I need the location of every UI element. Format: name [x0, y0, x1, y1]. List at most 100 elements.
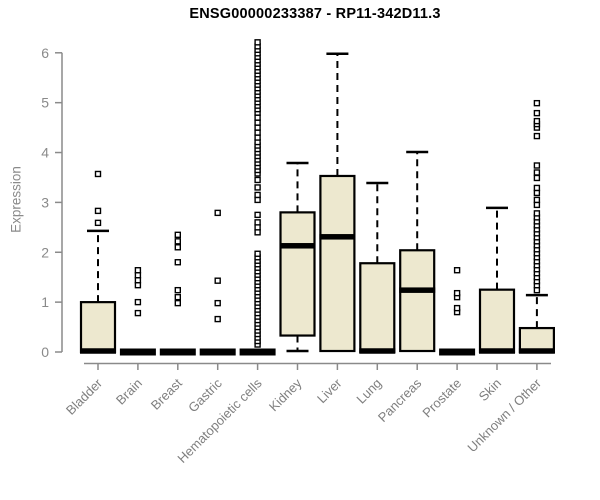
- iqr-box: [279, 211, 316, 337]
- outlier-point: [533, 286, 541, 294]
- x-label-liver: Liver: [314, 375, 345, 406]
- outlier-point: [174, 238, 182, 245]
- outlier-point: [254, 124, 261, 131]
- outlier-point: [254, 184, 261, 191]
- median-line: [399, 287, 436, 293]
- y-tick-label-0: 0: [41, 344, 49, 360]
- y-tick-label-4: 4: [41, 145, 49, 161]
- collapsed-box: [119, 348, 156, 356]
- outlier-point: [533, 184, 541, 192]
- outlier-point: [134, 298, 142, 306]
- chart-title: ENSG00000233387 - RP11-342D11.3: [189, 6, 441, 22]
- outlier-point: [94, 219, 102, 227]
- outlier-point: [174, 231, 182, 239]
- box-bladder: [79, 170, 117, 354]
- box-skin: [478, 206, 516, 354]
- outlier-point: [533, 99, 541, 107]
- x-label-breast: Breast: [148, 375, 185, 412]
- outlier-point: [533, 162, 541, 169]
- outlier-point: [214, 209, 221, 217]
- collapsed-box: [199, 348, 236, 356]
- median-line: [518, 348, 555, 354]
- outlier-point: [254, 114, 261, 121]
- outlier-point: [254, 129, 261, 136]
- outlier-point: [214, 277, 221, 284]
- x-label-brain: Brain: [113, 376, 145, 408]
- outlier-point: [94, 207, 102, 215]
- outlier-point: [533, 189, 541, 197]
- x-label-kidney: Kidney: [266, 375, 305, 414]
- outlier-point: [254, 219, 261, 226]
- outlier-point: [254, 119, 261, 126]
- outlier-point: [174, 259, 182, 266]
- outlier-point: [533, 169, 541, 176]
- x-label-prostate: Prostate: [419, 376, 464, 421]
- outlier-point: [174, 293, 182, 301]
- x-label-pancreas: Pancreas: [375, 375, 425, 425]
- outlier-point: [533, 210, 541, 217]
- median-line: [359, 348, 396, 354]
- iqr-box: [399, 249, 436, 353]
- outlier-point: [254, 224, 261, 231]
- y-tick-label-5: 5: [41, 95, 49, 111]
- outlier-point: [254, 250, 261, 257]
- box-liver: [319, 52, 356, 353]
- outlier-point: [453, 304, 461, 312]
- outlier-point: [453, 267, 461, 274]
- y-tick-label-6: 6: [41, 45, 49, 61]
- outlier-point: [453, 289, 461, 297]
- collapsed-box: [439, 348, 476, 356]
- iqr-box: [478, 288, 516, 354]
- outlier-point: [134, 281, 142, 289]
- y-tick-label-3: 3: [41, 194, 49, 210]
- x-label-bladder: Bladder: [63, 375, 106, 418]
- outlier-point: [533, 109, 541, 117]
- collapsed-box: [239, 348, 276, 356]
- box-prostate: [439, 267, 476, 356]
- median-line: [479, 348, 515, 354]
- x-label-unknown-other: Unknown / Other: [464, 375, 544, 455]
- collapsed-box: [159, 348, 196, 356]
- outlier-point: [134, 309, 142, 317]
- iqr-box: [319, 174, 356, 353]
- iqr-box: [359, 262, 396, 354]
- outlier-point: [174, 299, 182, 307]
- outlier-point: [254, 191, 261, 199]
- outlier-point: [254, 134, 261, 141]
- outlier-point: [134, 276, 142, 284]
- outlier-point: [533, 174, 541, 182]
- median-line: [80, 348, 116, 354]
- outlier-point: [254, 211, 261, 219]
- outlier-point: [533, 117, 541, 125]
- median-line: [319, 234, 356, 240]
- median-line: [279, 243, 316, 249]
- y-tick-label-2: 2: [41, 244, 49, 260]
- box-unknown-other: [518, 99, 556, 354]
- outlier-point: [214, 315, 221, 323]
- box-kidney: [279, 161, 316, 353]
- outlier-point: [134, 272, 142, 279]
- box-brain: [119, 267, 156, 356]
- box-pancreas: [399, 150, 436, 353]
- outlier-point: [533, 132, 541, 140]
- x-label-skin: Skin: [476, 376, 504, 404]
- outlier-point: [254, 229, 261, 236]
- outlier-point: [94, 170, 102, 178]
- outlier-point: [174, 286, 182, 294]
- outlier-point: [254, 39, 261, 46]
- iqr-box: [79, 301, 117, 354]
- y-tick-label-1: 1: [41, 294, 49, 310]
- outlier-point: [533, 196, 541, 204]
- outlier-point: [254, 176, 261, 184]
- box-gastric: [199, 209, 236, 356]
- x-label-lung: Lung: [353, 376, 384, 407]
- outlier-point: [214, 299, 221, 307]
- box-breast: [159, 231, 196, 356]
- outlier-point: [254, 196, 261, 204]
- outlier-point: [533, 201, 541, 209]
- outlier-point: [134, 267, 142, 274]
- box-lung: [359, 181, 396, 354]
- outlier-point: [174, 244, 182, 251]
